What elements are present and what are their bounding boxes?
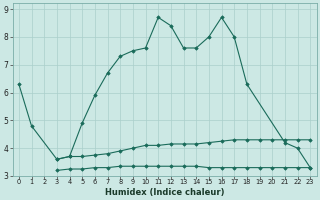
X-axis label: Humidex (Indice chaleur): Humidex (Indice chaleur): [105, 188, 224, 197]
